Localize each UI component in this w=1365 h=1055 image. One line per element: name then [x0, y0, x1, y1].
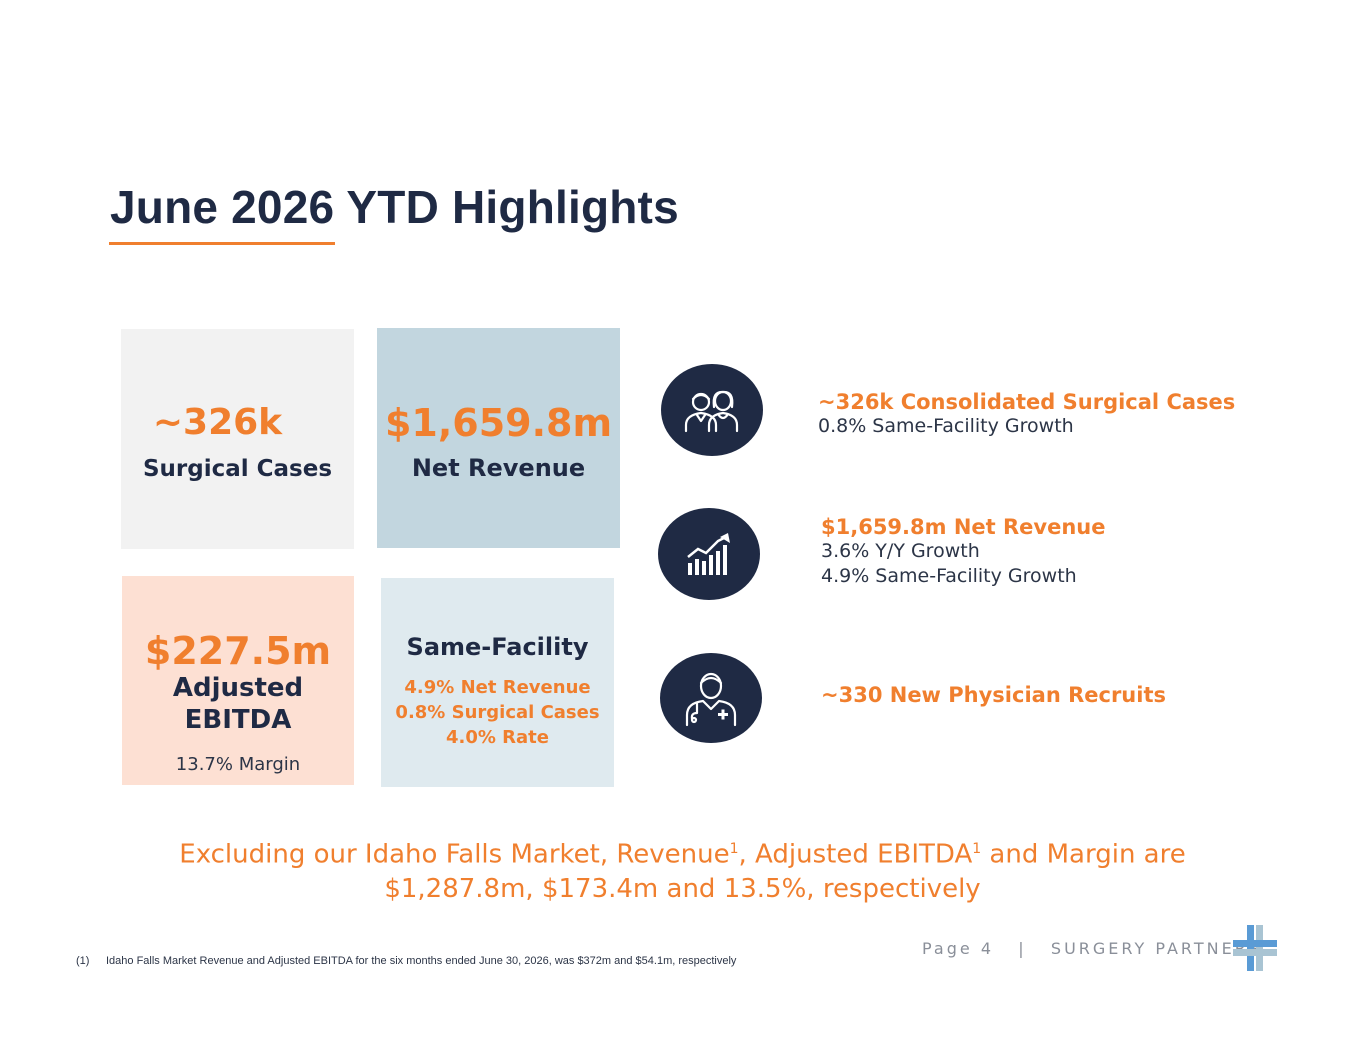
- excluding-text: and Margin are: [981, 839, 1186, 870]
- highlight-net-revenue: $1,659.8m Net Revenue 3.6% Y/Y Growth 4.…: [821, 515, 1105, 589]
- highlight-title: ~326k Consolidated Surgical Cases: [818, 390, 1236, 414]
- excluding-text: , Adjusted EBITDA: [738, 839, 973, 870]
- same-facility-metrics: 4.9% Net Revenue 0.8% Surgical Cases 4.0…: [381, 675, 614, 750]
- physician-icon: [685, 672, 737, 727]
- excluding-line2: $1,287.8m, $173.4m and 13.5%, respective…: [384, 873, 981, 904]
- adjusted-ebitda-value: $227.5m: [144, 629, 332, 673]
- net-revenue-tile: $1,659.8m Net Revenue: [377, 328, 620, 548]
- net-revenue-label: Net Revenue: [411, 454, 586, 482]
- same-facility-metric: 0.8% Surgical Cases: [395, 702, 600, 723]
- excluding-text: Excluding our Idaho Falls Market, Revenu…: [179, 839, 730, 870]
- surgical-cases-label: Surgical Cases: [142, 456, 333, 482]
- same-facility-heading: Same-Facility: [406, 633, 589, 661]
- page-title: June 2026 YTD Highlights: [110, 181, 679, 233]
- adjusted-ebitda-label: Adjusted EBITDA: [122, 672, 354, 736]
- highlight-title: ~330 New Physician Recruits: [821, 683, 1166, 707]
- growth-chart-icon: [687, 533, 730, 575]
- highlight-detail: 4.9% Same-Facility Growth: [821, 565, 1077, 587]
- footnote-text: Idaho Falls Market Revenue and Adjusted …: [106, 955, 737, 967]
- patients-icon-circle: [661, 364, 763, 456]
- footnote: (1) Idaho Falls Market Revenue and Adjust…: [76, 955, 736, 967]
- patients-icon: [684, 390, 739, 433]
- highlight-detail: 3.6% Y/Y Growth: [821, 540, 980, 562]
- same-facility-metric: 4.0% Rate: [445, 727, 549, 748]
- title-underline: [109, 242, 335, 245]
- growth-icon-circle: [658, 508, 760, 600]
- physician-icon-circle: [660, 653, 762, 743]
- net-revenue-value: $1,659.8m: [384, 401, 613, 445]
- ebitda-margin: 13.7% Margin: [175, 754, 301, 775]
- highlight-physician-recruits: ~330 New Physician Recruits: [821, 683, 1166, 707]
- adjusted-ebitda-label-line1: Adjusted: [172, 673, 304, 703]
- adjusted-ebitda-tile: $227.5m Adjusted EBITDA 13.7% Margin: [122, 576, 354, 785]
- excluding-idaho-falls-note: Excluding our Idaho Falls Market, Revenu…: [100, 832, 1265, 906]
- footnote-ref: 1: [729, 841, 739, 857]
- highlight-surgical-cases: ~326k Consolidated Surgical Cases 0.8% S…: [818, 390, 1235, 439]
- same-facility-tile: Same-Facility 4.9% Net Revenue 0.8% Surg…: [381, 578, 614, 787]
- footnote-ref: 1: [972, 841, 982, 857]
- adjusted-ebitda-label-line2: EBITDA: [184, 705, 292, 735]
- highlight-title: $1,659.8m Net Revenue: [821, 515, 1106, 539]
- surgery-partners-logo: [1233, 925, 1277, 971]
- surgical-cases-tile: ~326k Surgical Cases: [121, 329, 354, 549]
- footnote-number: (1): [76, 955, 90, 967]
- same-facility-metric: 4.9% Net Revenue: [404, 677, 591, 698]
- page-footer: Page 4 | SURGERY PARTNERS: [922, 939, 1262, 958]
- excluding-line1: Excluding our Idaho Falls Market, Revenu…: [100, 832, 1265, 872]
- surgical-cases-value: ~326k: [152, 402, 283, 443]
- highlight-detail: 0.8% Same-Facility Growth: [818, 415, 1074, 437]
